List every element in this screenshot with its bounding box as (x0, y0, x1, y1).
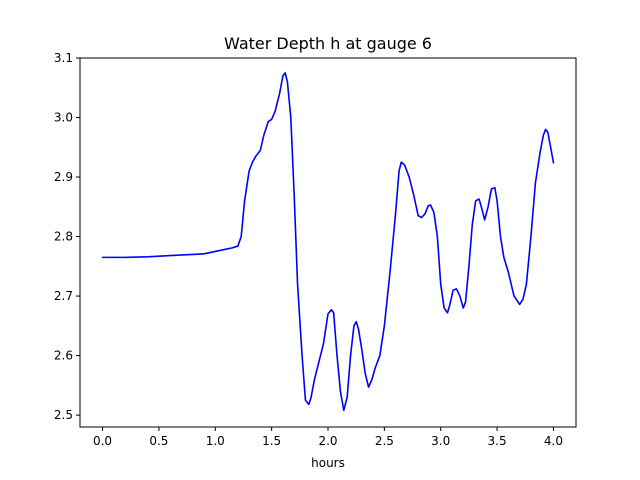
plot-area (101, 72, 555, 412)
y-tick-label: 3.1 (54, 51, 73, 65)
y-tick-label: 2.6 (54, 349, 73, 363)
x-tick-label: 3.5 (488, 434, 507, 448)
x-tick-label: 2.0 (318, 434, 337, 448)
x-axis-label: hours (311, 456, 345, 470)
x-tick-label: 4.0 (544, 434, 563, 448)
x-tick-label: 1.0 (206, 434, 225, 448)
x-tick-label: 0.0 (93, 434, 112, 448)
chart-title: Water Depth h at gauge 6 (224, 34, 432, 53)
y-tick-label: 2.7 (54, 289, 73, 303)
x-tick-label: 3.0 (431, 434, 450, 448)
x-tick-label: 0.5 (149, 434, 168, 448)
axes: 0.0 0.5 1.0 1.5 2.0 2.5 3.0 3.5 4.0 2.5 2.6 2.7 2.8 2… (54, 51, 577, 448)
x-tick-label: 1.5 (262, 434, 281, 448)
x-tick-label: 2.5 (375, 434, 394, 448)
y-tick-label: 2.9 (54, 170, 73, 184)
y-tick-label: 3.0 (54, 111, 73, 125)
y-tick-label: 2.5 (54, 408, 73, 422)
series-line-0 (101, 72, 555, 412)
y-tick-label: 2.8 (54, 230, 73, 244)
